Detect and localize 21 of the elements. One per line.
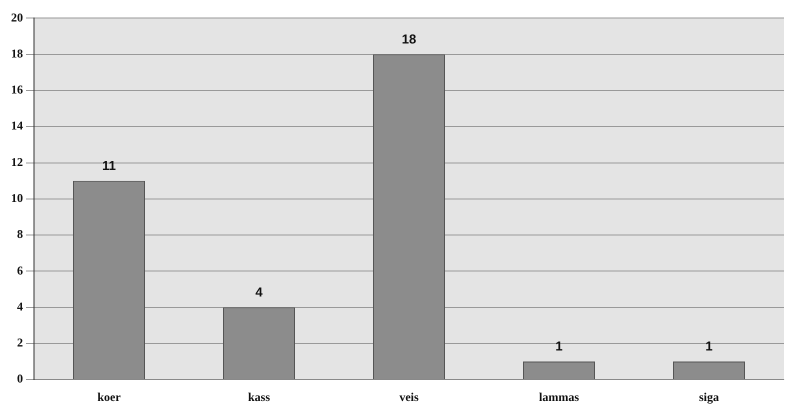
x-tick-label: koer [97,390,122,404]
y-tick-label: 10 [11,190,23,205]
y-tick-label: 12 [11,154,23,169]
y-tick-label: 8 [17,227,23,242]
y-tick-label: 16 [11,82,23,97]
data-label: 1 [705,338,713,354]
y-tick-label: 4 [17,299,23,314]
data-label: 4 [255,284,264,300]
x-tick-label: siga [698,390,720,404]
y-tick-label: 14 [11,118,23,133]
x-tick-label: veis [399,390,419,404]
y-tick-label: 6 [17,263,23,278]
x-tick-label: lammas [539,390,580,404]
data-label: 1 [555,338,563,354]
y-tick-label: 18 [11,46,23,60]
x-tick-label: kass [248,390,270,404]
y-tick-label: 20 [11,10,23,24]
data-label: 11 [102,158,116,173]
y-tick-label: 0 [17,372,23,386]
y-tick-label: 2 [17,336,23,350]
data-label: 18 [402,31,416,46]
